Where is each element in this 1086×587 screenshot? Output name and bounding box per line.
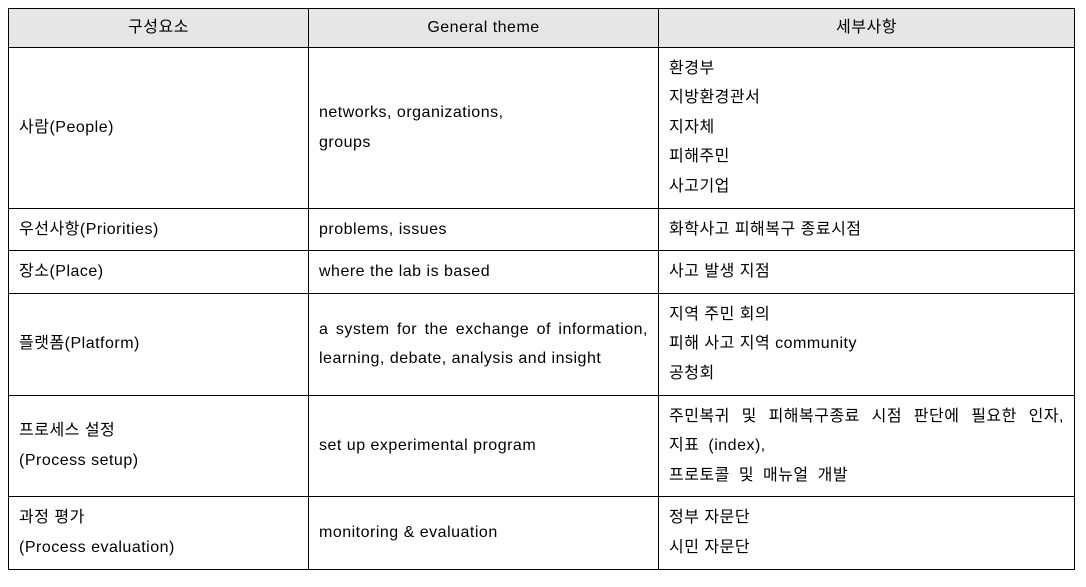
- cell-theme: problems, issues: [309, 208, 659, 251]
- cell-component: 프로세스 설정 (Process setup): [9, 395, 309, 497]
- table-row: 프로세스 설정 (Process setup) set up experimen…: [9, 395, 1075, 497]
- cell-details: 환경부 지방환경관서 지자체 피해주민 사고기업: [659, 47, 1075, 208]
- cell-theme: networks, organizations, groups: [309, 47, 659, 208]
- table-header-row: 구성요소 General theme 세부사항: [9, 9, 1075, 48]
- table-row: 사람(People) networks, organizations, grou…: [9, 47, 1075, 208]
- cell-component: 과정 평가 (Process evaluation): [9, 497, 309, 569]
- cell-component: 장소(Place): [9, 251, 309, 294]
- cell-details: 지역 주민 회의 피해 사고 지역 community 공청회: [659, 293, 1075, 395]
- table-row: 장소(Place) where the lab is based 사고 발생 지…: [9, 251, 1075, 294]
- table-row: 과정 평가 (Process evaluation) monitoring & …: [9, 497, 1075, 569]
- header-col2: General theme: [309, 9, 659, 48]
- table-row: 우선사항(Priorities) problems, issues 화학사고 피…: [9, 208, 1075, 251]
- cell-details: 사고 발생 지점: [659, 251, 1075, 294]
- header-col3: 세부사항: [659, 9, 1075, 48]
- cell-component: 사람(People): [9, 47, 309, 208]
- data-table: 구성요소 General theme 세부사항 사람(People) netwo…: [8, 8, 1075, 570]
- cell-theme: a system for the exchange of information…: [309, 293, 659, 395]
- cell-details: 주민복귀 및 피해복구종료 시점 판단에 필요한 인자, 지표 (index),…: [659, 395, 1075, 497]
- table-row: 플랫폼(Platform) a system for the exchange …: [9, 293, 1075, 395]
- cell-component: 플랫폼(Platform): [9, 293, 309, 395]
- cell-details: 화학사고 피해복구 종료시점: [659, 208, 1075, 251]
- header-col1: 구성요소: [9, 9, 309, 48]
- cell-theme: set up experimental program: [309, 395, 659, 497]
- cell-component: 우선사항(Priorities): [9, 208, 309, 251]
- cell-theme: where the lab is based: [309, 251, 659, 294]
- cell-details: 정부 자문단 시민 자문단: [659, 497, 1075, 569]
- cell-theme: monitoring & evaluation: [309, 497, 659, 569]
